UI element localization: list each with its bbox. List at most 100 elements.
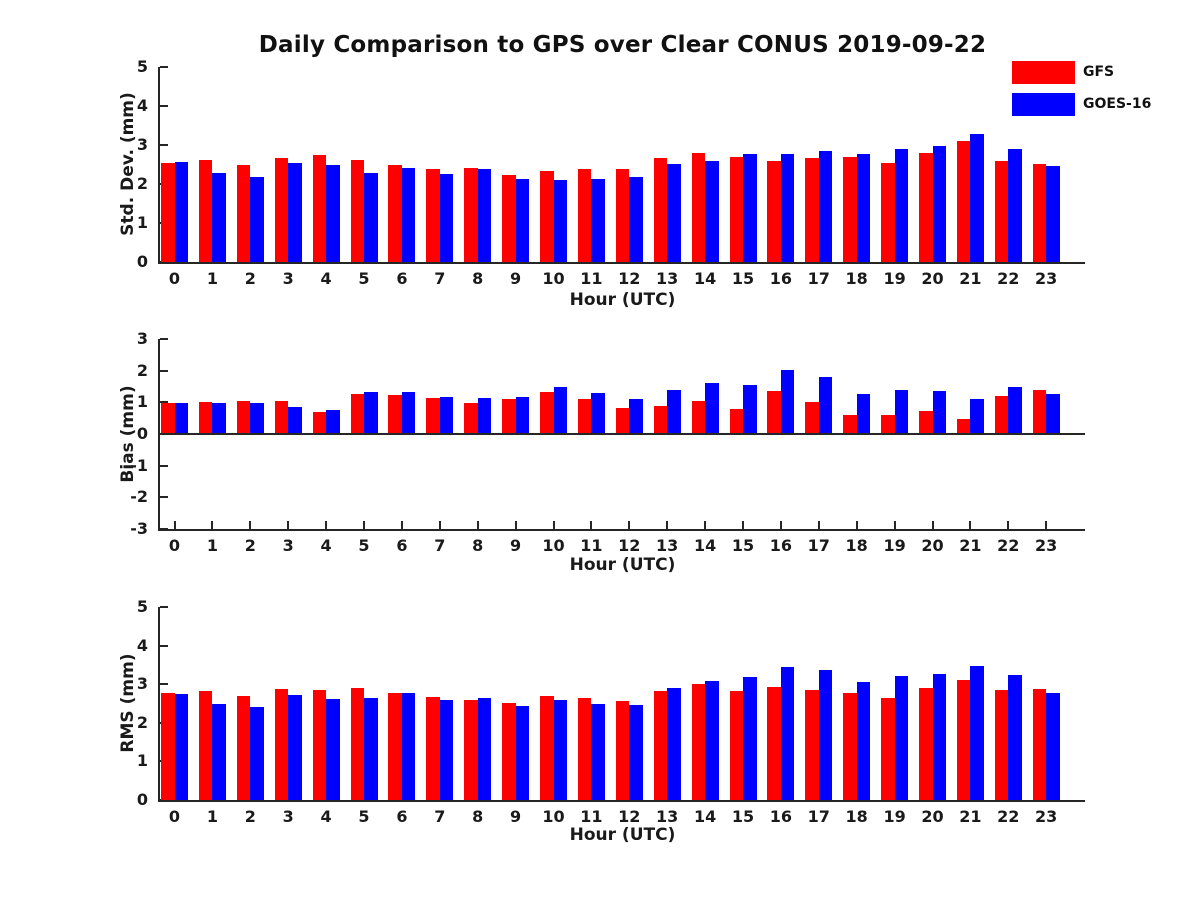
x-tick-label: 15	[731, 807, 755, 826]
bar-gfs	[767, 687, 781, 800]
y-tick-label: 4	[136, 635, 148, 655]
bar-goes-16	[743, 154, 757, 262]
bar-goes-16	[326, 409, 340, 434]
legend-swatch-goes16	[1012, 93, 1075, 116]
x-tick-label: 17	[807, 807, 830, 826]
bar-gfs	[729, 408, 743, 434]
bar-goes-16	[894, 676, 909, 800]
bar-gfs	[577, 169, 592, 262]
bar-gfs	[198, 159, 213, 262]
bar-gfs	[881, 698, 895, 800]
x-tick-label: 3	[282, 269, 294, 288]
bar-gfs	[691, 153, 706, 262]
y-tick-label: 3	[136, 674, 148, 694]
y-tick-label: 2	[136, 360, 148, 380]
bar-goes-16	[856, 394, 871, 434]
bar-gfs	[843, 414, 857, 434]
y-tick-label: 1	[136, 213, 148, 232]
x-tick-mark	[287, 521, 290, 529]
chart-title: Daily Comparison to GPS over Clear CONUS…	[258, 32, 987, 58]
y-tick-label: 2	[136, 174, 148, 193]
bar-gfs	[615, 701, 630, 800]
bar-goes-16	[174, 162, 188, 262]
x-tick-label: 18	[845, 536, 868, 555]
bar-gfs	[161, 693, 175, 800]
bar-goes-16	[326, 698, 340, 800]
x-tick-label: 6	[396, 269, 408, 288]
bar-goes-16	[1046, 394, 1060, 434]
bar-goes-16	[364, 698, 378, 800]
x-tick-label: 1	[206, 269, 218, 288]
x-tick-label: 15	[731, 536, 755, 555]
y-tick-mark	[160, 401, 168, 404]
bar-gfs	[274, 401, 289, 434]
bar-gfs	[161, 402, 175, 434]
bar-gfs	[198, 402, 213, 434]
bar-goes-16	[856, 682, 871, 800]
bar-goes-16	[818, 377, 833, 434]
bar-goes-16	[932, 673, 946, 800]
bar-goes-16	[250, 403, 264, 434]
bar-gfs	[615, 407, 630, 434]
x-tick-label: 9	[510, 269, 522, 288]
bar-gfs	[577, 399, 592, 434]
x-tick-label: 14	[693, 536, 717, 555]
zero-line	[158, 433, 1085, 435]
bar-gfs	[464, 699, 478, 800]
x-tick-mark	[969, 521, 972, 529]
bar-gfs	[312, 154, 327, 262]
bar-goes-16	[212, 172, 226, 262]
bar-gfs	[312, 689, 327, 800]
x-tick-label: 19	[883, 269, 906, 288]
x-tick-label: 2	[244, 269, 256, 288]
x-axis-spine	[158, 529, 1085, 531]
bar-gfs	[236, 165, 251, 262]
x-tick-label: 13	[656, 807, 679, 826]
x-tick-label: 20	[921, 269, 944, 288]
x-tick-mark	[742, 521, 744, 529]
bar-goes-16	[439, 396, 454, 434]
bar-goes-16	[212, 403, 226, 434]
bar-gfs	[236, 401, 251, 434]
x-tick-label: 5	[358, 269, 370, 288]
x-tick-label: 13	[656, 269, 679, 288]
x-tick-mark	[628, 521, 631, 529]
bar-goes-16	[743, 384, 757, 434]
bar-goes-16	[515, 705, 530, 800]
x-tick-label: 18	[845, 269, 868, 288]
x-tick-label: 8	[472, 536, 484, 555]
x-tick-mark	[855, 521, 858, 529]
x-tick-mark	[400, 521, 403, 529]
x-tick-label: 11	[580, 807, 603, 826]
bar-goes-16	[288, 407, 302, 434]
bar-gfs	[919, 153, 933, 262]
y-tick-label: -3	[130, 519, 148, 538]
x-tick-label: 10	[542, 807, 565, 826]
bar-goes-16	[212, 703, 226, 800]
bar-goes-16	[477, 397, 492, 434]
x-tick-label: 14	[693, 269, 717, 288]
y-tick-label: 3	[136, 135, 148, 154]
x-tick-label: 7	[434, 269, 446, 288]
bar-gfs	[426, 696, 440, 800]
bar-gfs	[691, 684, 706, 800]
bar-gfs	[691, 401, 706, 434]
x-tick-label: 11	[580, 536, 603, 555]
bar-gfs	[388, 395, 402, 434]
y-tick-mark	[160, 528, 168, 530]
bar-goes-16	[401, 167, 416, 262]
y-tick-label: 3	[136, 329, 148, 348]
x-tick-label: 20	[921, 807, 944, 826]
x-tick-label: 3	[282, 807, 294, 826]
bar-goes-16	[1008, 149, 1022, 262]
bar-goes-16	[591, 393, 605, 434]
bar-goes-16	[1046, 692, 1060, 800]
x-tick-mark	[438, 521, 441, 529]
y-tick-mark	[160, 644, 168, 647]
bar-goes-16	[780, 369, 795, 434]
bar-goes-16	[1008, 386, 1022, 434]
bar-goes-16	[174, 694, 188, 800]
x-tick-label: 20	[921, 536, 944, 555]
x-tick-label: 0	[168, 269, 181, 288]
